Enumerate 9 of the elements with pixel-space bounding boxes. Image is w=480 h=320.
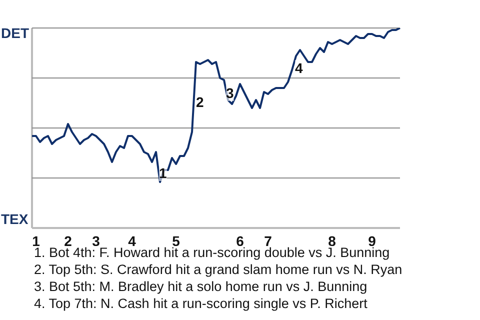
text: 4. Top 7th: N. Cash hit a run-scoring single vs P. Richert bbox=[34, 295, 368, 312]
text: DET bbox=[1, 25, 29, 41]
text: 2. Top 5th: S. Crawford hit a grand slam home run vs N. Ryan bbox=[34, 261, 402, 278]
text: 3. Bot 5th: M. Bradley hit a solo home run vs J. Bunning bbox=[34, 278, 368, 295]
annotation: 4 bbox=[295, 60, 303, 76]
annotation: 1 bbox=[159, 165, 167, 181]
annotation: 2 bbox=[196, 94, 204, 110]
text: TEX bbox=[1, 211, 28, 227]
annotation: 3 bbox=[226, 85, 234, 101]
